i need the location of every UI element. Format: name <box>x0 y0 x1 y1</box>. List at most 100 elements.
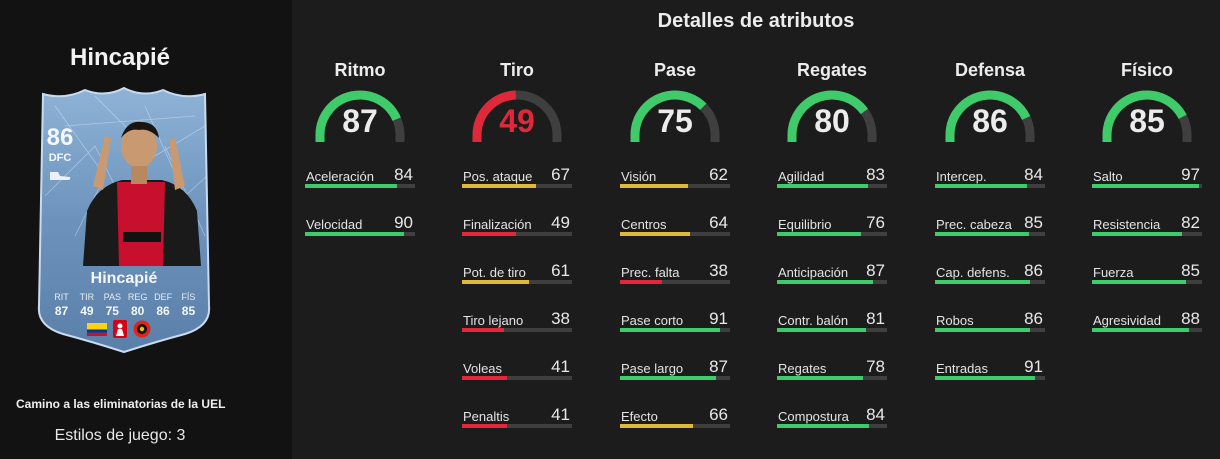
stat-label: Cap. defens. <box>936 265 1010 280</box>
stat-value: 84 <box>394 165 413 184</box>
stat-label: Visión <box>621 169 657 184</box>
stat-row-prec-cabeza[interactable]: Prec. cabeza 85 <box>935 213 1045 242</box>
stat-bar-fill <box>462 424 507 428</box>
card-stat-value: 86 <box>156 304 170 318</box>
stat-row-entradas[interactable]: Entradas 91 <box>935 357 1045 386</box>
card-position: DFC <box>48 152 72 164</box>
stat-value: 67 <box>551 165 570 184</box>
stat-row-equilibrio[interactable]: Equilibrio 76 <box>777 213 887 242</box>
gauge-fill <box>787 90 868 142</box>
attribute-column-pase: Pase 75 Visión 62 Centros 64 Prec. falta 38 Pase… <box>610 0 740 459</box>
category-value: 85 <box>1129 103 1165 139</box>
gauge-fill <box>1102 90 1187 142</box>
stat-bar-fill <box>620 232 690 236</box>
stat-bar-track <box>777 328 887 332</box>
stat-row-efecto[interactable]: Efecto 66 <box>620 405 730 434</box>
stat-bar-fill <box>935 280 1030 284</box>
stat-bar-fill <box>1092 328 1189 332</box>
card-stat-label: TIR <box>79 292 95 302</box>
stat-bar-track <box>1092 184 1202 188</box>
attribute-column-tiro: Tiro 49 Pos. ataque 67 Finalización 49 Pot. de… <box>452 0 582 459</box>
stat-value: 85 <box>1024 213 1043 232</box>
panel-title: Detalles de atributos <box>657 10 855 32</box>
stat-value: 38 <box>709 261 728 280</box>
stat-value: 84 <box>866 405 885 424</box>
category-value: 49 <box>499 103 535 139</box>
stat-bar-track <box>1092 232 1202 236</box>
stat-label: Finalización <box>463 217 532 232</box>
stat-row-voleas[interactable]: Voleas 41 <box>462 357 572 386</box>
stat-row-aceleracion[interactable]: Aceleración 84 <box>305 165 415 194</box>
stat-row-centros[interactable]: Centros 64 <box>620 213 730 242</box>
category-value: 87 <box>342 103 378 139</box>
boot-icon <box>50 172 71 180</box>
stat-value: 61 <box>551 261 570 280</box>
category-gauge <box>315 90 405 142</box>
gauge-fill <box>472 90 517 142</box>
stat-row-compostura[interactable]: Compostura 84 <box>777 405 887 434</box>
card-stat-value: 49 <box>80 304 94 318</box>
stat-bar-track <box>777 376 887 380</box>
stat-row-resistencia[interactable]: Resistencia 82 <box>1092 213 1202 242</box>
stat-row-regates[interactable]: Regates 78 <box>777 357 887 386</box>
card-stat-label: DEF <box>154 292 173 302</box>
stat-label: Entradas <box>936 361 989 376</box>
stat-row-agresividad[interactable]: Agresividad 88 <box>1092 309 1202 338</box>
attribute-column-ritmo: Ritmo 87 Aceleración 84 Velocidad 90 <box>295 0 425 459</box>
stat-value: 78 <box>866 357 885 376</box>
stat-bar-track <box>620 424 730 428</box>
stat-value: 66 <box>709 405 728 424</box>
stat-value: 91 <box>1024 357 1043 376</box>
stat-row-intercep[interactable]: Intercep. 84 <box>935 165 1045 194</box>
player-card[interactable]: 86 DFC Hincapié RIT TIR PAS REG DEF FÍS … <box>35 86 213 354</box>
stat-bar-track <box>777 280 887 284</box>
stat-bar-track <box>462 328 572 332</box>
stat-row-cap-defens[interactable]: Cap. defens. 86 <box>935 261 1045 290</box>
card-stat-value: 85 <box>181 304 196 318</box>
stat-row-agilidad[interactable]: Agilidad 83 <box>777 165 887 194</box>
gauge-fill <box>630 90 707 142</box>
player-photo <box>83 121 201 266</box>
stat-value: 83 <box>866 165 885 184</box>
stat-label: Aceleración <box>306 169 374 184</box>
card-stat-value: 80 <box>130 304 145 318</box>
stat-row-prec-falta[interactable]: Prec. falta 38 <box>620 261 730 290</box>
gauge-fill <box>945 90 1031 142</box>
playstyles-count[interactable]: Estilos de juego: 3 <box>54 427 186 444</box>
stat-bar-track <box>1092 280 1202 284</box>
category-value: 80 <box>814 103 850 139</box>
stat-row-pase-largo[interactable]: Pase largo 87 <box>620 357 730 386</box>
stat-value: 90 <box>394 213 413 232</box>
gauge-fill <box>315 90 401 142</box>
stat-row-penaltis[interactable]: Penaltis 41 <box>462 405 572 434</box>
stat-row-pot-de-tiro[interactable]: Pot. de tiro 61 <box>462 261 572 290</box>
stat-bar-fill <box>305 184 397 188</box>
stat-row-velocidad[interactable]: Velocidad 90 <box>305 213 415 242</box>
stat-row-tiro-lejano[interactable]: Tiro lejano 38 <box>462 309 572 338</box>
player-name: Hincapié <box>69 44 171 71</box>
stat-label: Velocidad <box>306 217 363 232</box>
stat-row-robos[interactable]: Robos 86 <box>935 309 1045 338</box>
stat-label: Agresividad <box>1093 313 1161 328</box>
stat-row-anticipacion[interactable]: Anticipación 87 <box>777 261 887 290</box>
bundesliga-icon <box>113 320 127 338</box>
stat-row-finalizacion[interactable]: Finalización 49 <box>462 213 572 242</box>
stat-bar-track <box>462 280 572 284</box>
stat-row-contr-balon[interactable]: Contr. balón 81 <box>777 309 887 338</box>
stat-bar-track <box>462 232 572 236</box>
stat-row-vision[interactable]: Visión 62 <box>620 165 730 194</box>
stat-row-fuerza[interactable]: Fuerza 85 <box>1092 261 1202 290</box>
stat-bar-track <box>462 376 572 380</box>
stat-row-salto[interactable]: Salto 97 <box>1092 165 1202 194</box>
category-title: Regates <box>796 60 868 80</box>
card-stat-values: 87 49 75 80 86 85 <box>49 304 201 318</box>
stat-row-pos-ataque[interactable]: Pos. ataque 67 <box>462 165 572 194</box>
stat-value: 81 <box>866 309 885 328</box>
category-gauge <box>787 90 877 142</box>
category-gauge <box>472 90 562 142</box>
stat-row-pase-corto[interactable]: Pase corto 91 <box>620 309 730 338</box>
card-stat-labels: RIT TIR PAS REG DEF FÍS <box>49 292 201 302</box>
player-panel: Hincapié 86 DFC <box>0 0 292 459</box>
category-title: Pase <box>653 60 697 80</box>
attribute-column-defensa: Defensa 86 Intercep. 84 Prec. cabeza 85 Cap. d… <box>925 0 1055 459</box>
